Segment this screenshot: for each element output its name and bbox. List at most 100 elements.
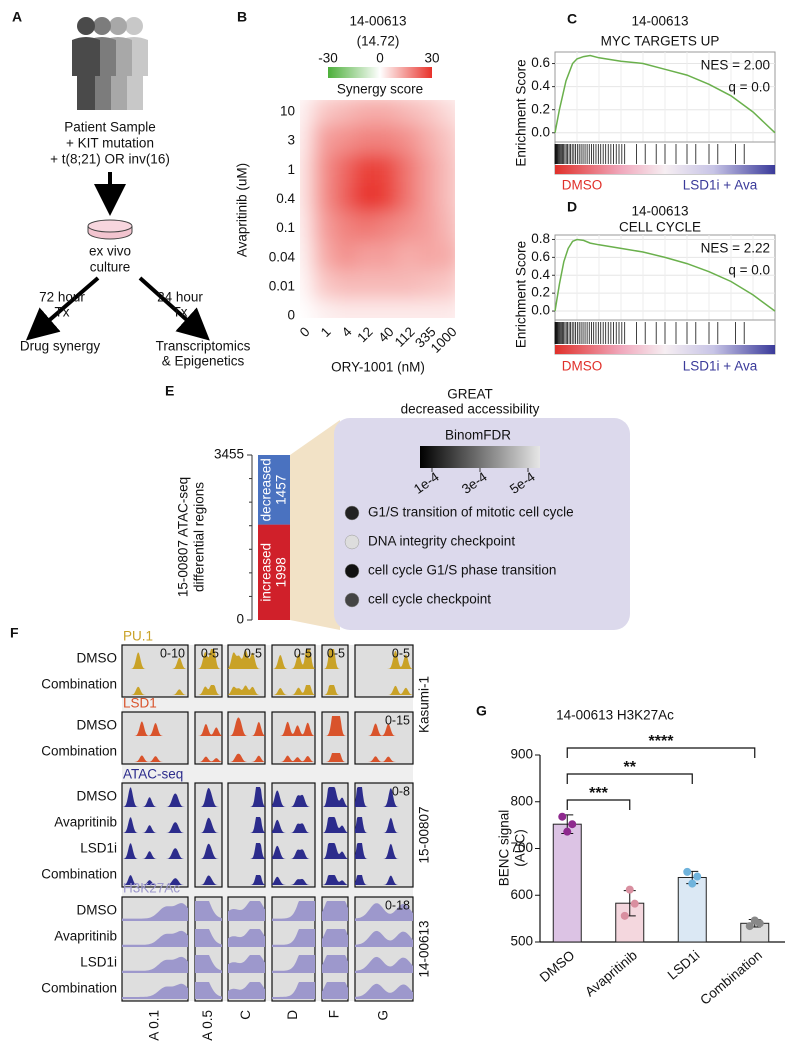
track-row-label: Avapritinib (54, 815, 117, 830)
chart-title: 14-00613 (631, 14, 688, 29)
workflow-text: Tx (173, 305, 188, 320)
heatmap-cell (300, 153, 317, 187)
track-signal (272, 649, 315, 669)
track-row-label: DMSO (77, 651, 118, 666)
heatmap-cell (300, 270, 317, 304)
chart-title: GREAT (447, 387, 493, 402)
term-dot (344, 592, 360, 608)
heatmap-cell (438, 124, 455, 158)
colorbar-tick-label: -30 (318, 51, 338, 66)
heatmap-cell (375, 299, 401, 318)
callout-wedge (290, 420, 340, 630)
heatmap-cell (300, 182, 317, 216)
heatmap-cell (438, 212, 455, 246)
y-axis-label: Enrichment Score (514, 241, 529, 348)
heatmap-cell (300, 212, 317, 246)
track-signal (355, 685, 413, 695)
track-box (354, 644, 414, 698)
track-signal (228, 787, 265, 807)
annotation: NES = 2.22 (701, 241, 770, 256)
colorbar (420, 446, 540, 468)
track-signal (228, 955, 265, 973)
track-signal (272, 955, 315, 973)
chart-subtitle: CELL CYCLE (619, 220, 701, 235)
y-tick-label: 1 (287, 162, 295, 177)
chart-subtitle: MYC TARGETS UP (601, 34, 720, 49)
annotation: q = 0.0 (728, 263, 770, 278)
heatmap-cell (417, 182, 443, 216)
track-signal (355, 650, 413, 669)
track-box (271, 711, 316, 765)
track-signal (272, 929, 315, 947)
significance-label: **** (649, 733, 675, 750)
track-signal (122, 686, 188, 695)
track-signal (195, 685, 222, 695)
track-signal (322, 685, 348, 695)
y-tick-label: 0.01 (269, 278, 295, 293)
segment-value: 1457 (274, 475, 289, 505)
track-signal (322, 875, 348, 885)
track-signal (228, 982, 265, 999)
track-signal (195, 875, 222, 885)
arrow (25, 276, 100, 341)
track-scale: 0-10 (160, 646, 185, 660)
region-label: A 0.5 (200, 1010, 215, 1041)
y-tick-label: 0.1 (276, 220, 295, 235)
track-signal (195, 901, 222, 921)
y-axis-label: Enrichment Score (514, 59, 529, 166)
workflow-text: Patient Sample (64, 120, 156, 135)
region-label: A 0.1 (147, 1010, 162, 1041)
heatmap-cell (354, 270, 380, 304)
heatmap-cell (333, 241, 359, 275)
y-tick-label: 500 (510, 934, 533, 949)
track-signal (322, 649, 348, 669)
track-row-label: DMSO (77, 718, 118, 733)
y-tick-label: 0.0 (531, 124, 550, 139)
heatmap-cell (438, 100, 455, 129)
term-label: DNA integrity checkpoint (368, 534, 515, 549)
heatmap-cell (333, 182, 359, 216)
y-tick-label: 3455 (214, 447, 244, 462)
x-tick-label: Avapritinib (582, 948, 640, 1000)
chart-subtitle: (14.72) (357, 34, 400, 49)
y-tick-label: 0.4 (531, 267, 550, 282)
phenotype-label: DMSO (562, 178, 603, 193)
track-signal (228, 753, 265, 762)
track-scale: 0-5 (201, 646, 219, 660)
legend-title: BinomFDR (445, 428, 511, 443)
x-tick-label: LSD1i (665, 948, 703, 983)
heatmap-cell (375, 124, 401, 158)
heatmap-cell (396, 299, 422, 318)
track-box (121, 644, 189, 698)
track-signal (228, 685, 265, 695)
track-row-label: Combination (41, 744, 117, 759)
track-signal (272, 755, 315, 762)
enrichment-curve (554, 54, 776, 134)
panel-label: F (10, 625, 19, 641)
x-tick-label: 1 (318, 324, 334, 340)
term-dot (344, 563, 360, 579)
data-point (620, 911, 629, 920)
annotation: q = 0.0 (728, 80, 770, 95)
track-signal (355, 983, 413, 999)
track-signal (122, 787, 188, 807)
heatmap-cell (375, 241, 401, 275)
phenotype-label: LSD1i + Ava (683, 359, 758, 374)
track-signal (228, 929, 265, 947)
bar (677, 876, 707, 943)
track-group-label: PU.1 (123, 629, 153, 644)
chart-title: 14-00613 (631, 204, 688, 219)
x-tick-label: 4 (339, 324, 355, 340)
y-tick-label: 700 (510, 840, 533, 855)
heatmap-cell (354, 124, 380, 158)
track-signal (195, 723, 222, 736)
heatmap-cell (354, 100, 380, 129)
annotation-box (334, 418, 630, 630)
y-tick-label: 900 (510, 747, 533, 762)
panel-label: A (12, 9, 22, 25)
heatmap-cell (312, 124, 338, 158)
track-signal (228, 717, 265, 736)
track-signal (195, 955, 222, 973)
track-box (354, 711, 414, 765)
segment-name: increased (259, 543, 274, 602)
